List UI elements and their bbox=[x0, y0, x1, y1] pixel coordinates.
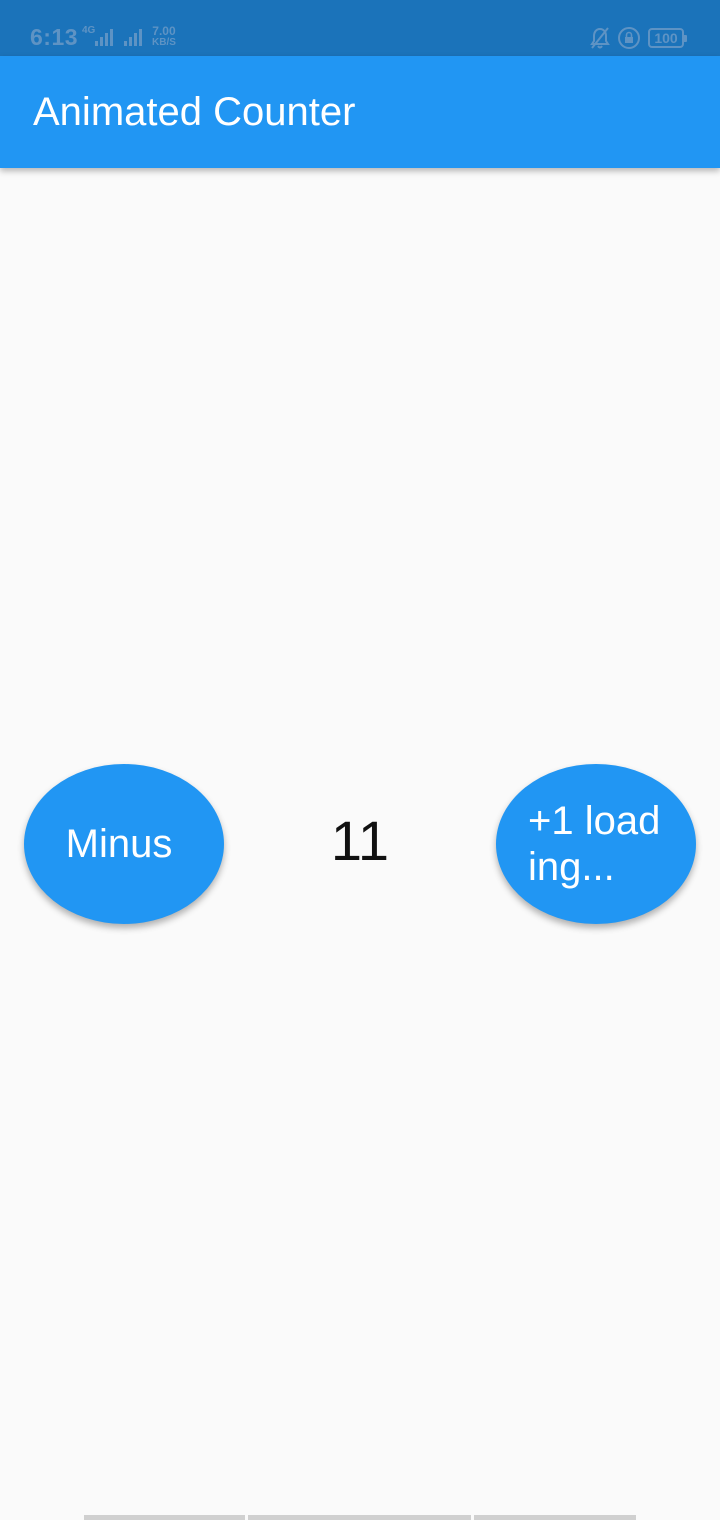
minus-button-label: Minus bbox=[65, 821, 173, 866]
network-speed-unit: KB/S bbox=[152, 37, 176, 48]
lock-rotation-icon bbox=[618, 27, 640, 49]
status-time: 6:13 bbox=[30, 24, 79, 50]
minus-button[interactable]: Minus bbox=[24, 764, 224, 924]
increment-button-label: +1 load ing... bbox=[528, 799, 661, 889]
counter-value: 11 bbox=[330, 809, 390, 872]
signal-icon bbox=[95, 28, 113, 46]
nav-bar-segment bbox=[474, 1515, 636, 1520]
status-bar: 6:13 4G 7.00 KB/S 100 bbox=[0, 0, 720, 56]
network-speed-value: 7.00 bbox=[152, 24, 176, 38]
nav-bar-segment bbox=[84, 1515, 245, 1520]
page-title: Animated Counter bbox=[33, 90, 356, 134]
battery-icon: 100 bbox=[648, 28, 687, 48]
network-type-label: 4G bbox=[82, 25, 96, 36]
bell-off-icon bbox=[590, 27, 610, 49]
increment-button[interactable]: +1 load ing... bbox=[496, 764, 696, 924]
nav-bar-segment bbox=[248, 1515, 471, 1520]
signal-icon bbox=[124, 28, 142, 46]
network-speed: 7.00 KB/S bbox=[152, 25, 176, 49]
app-bar: Animated Counter bbox=[0, 56, 720, 168]
